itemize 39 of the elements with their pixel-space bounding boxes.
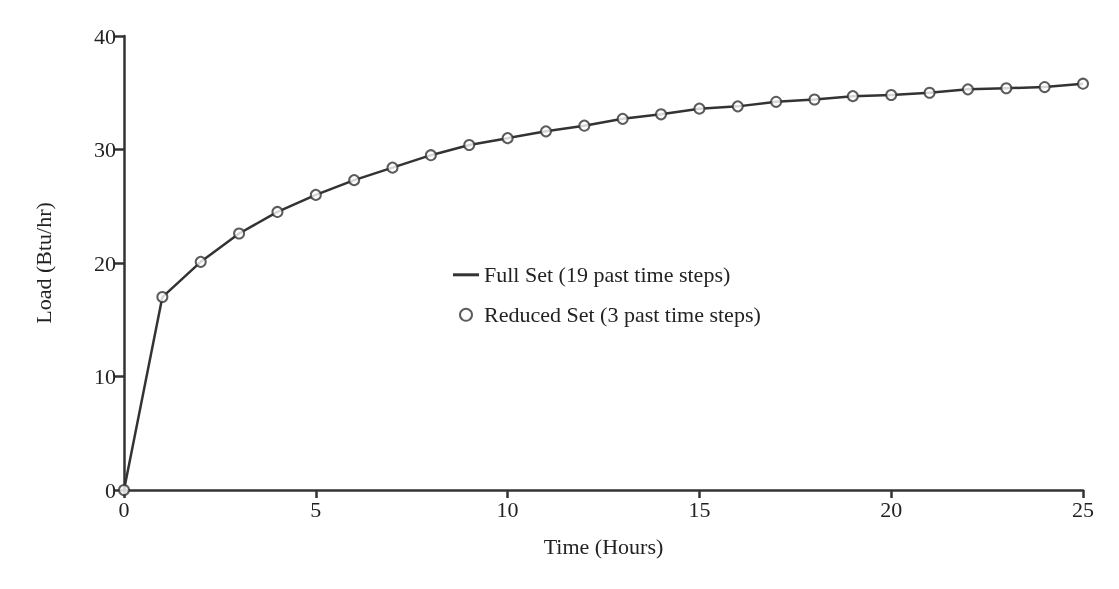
y-tick-label: 20 xyxy=(94,250,116,276)
x-tick-label: 5 xyxy=(310,496,322,522)
point xyxy=(501,132,514,145)
point xyxy=(655,108,668,121)
point xyxy=(463,138,476,151)
point xyxy=(731,100,744,113)
point xyxy=(616,112,629,125)
x-tick-label: 10 xyxy=(496,496,519,522)
legend-label: Reduced Set (3 past time steps) xyxy=(484,302,761,328)
point xyxy=(194,255,207,268)
legend-label: Full Set (19 past time steps) xyxy=(484,262,731,288)
point xyxy=(348,174,361,187)
y-tick-label: 30 xyxy=(94,137,116,162)
y-tick-label: 40 xyxy=(94,23,116,49)
point xyxy=(271,205,284,218)
point xyxy=(770,95,783,108)
point xyxy=(808,93,821,106)
point xyxy=(539,125,552,138)
x-tick-label: 20 xyxy=(880,496,903,522)
point xyxy=(923,86,936,99)
point xyxy=(386,161,399,174)
point xyxy=(309,188,322,201)
x-axis-title: Time (Hours) xyxy=(543,533,664,559)
y-axis-title: Load (Btu/hr) xyxy=(30,202,56,324)
point xyxy=(1077,77,1089,90)
point xyxy=(961,83,974,96)
point xyxy=(424,149,437,162)
x-tick-label: 25 xyxy=(1072,496,1094,522)
point xyxy=(1038,81,1051,94)
y-tick-label: 10 xyxy=(94,364,116,389)
point xyxy=(846,90,859,103)
point xyxy=(233,227,246,240)
x-tick-label: 15 xyxy=(688,496,711,522)
point xyxy=(156,291,169,304)
point xyxy=(578,119,591,132)
point xyxy=(1000,82,1013,95)
y-tick-label: 0 xyxy=(105,477,116,503)
point xyxy=(885,89,898,102)
point xyxy=(693,102,706,115)
